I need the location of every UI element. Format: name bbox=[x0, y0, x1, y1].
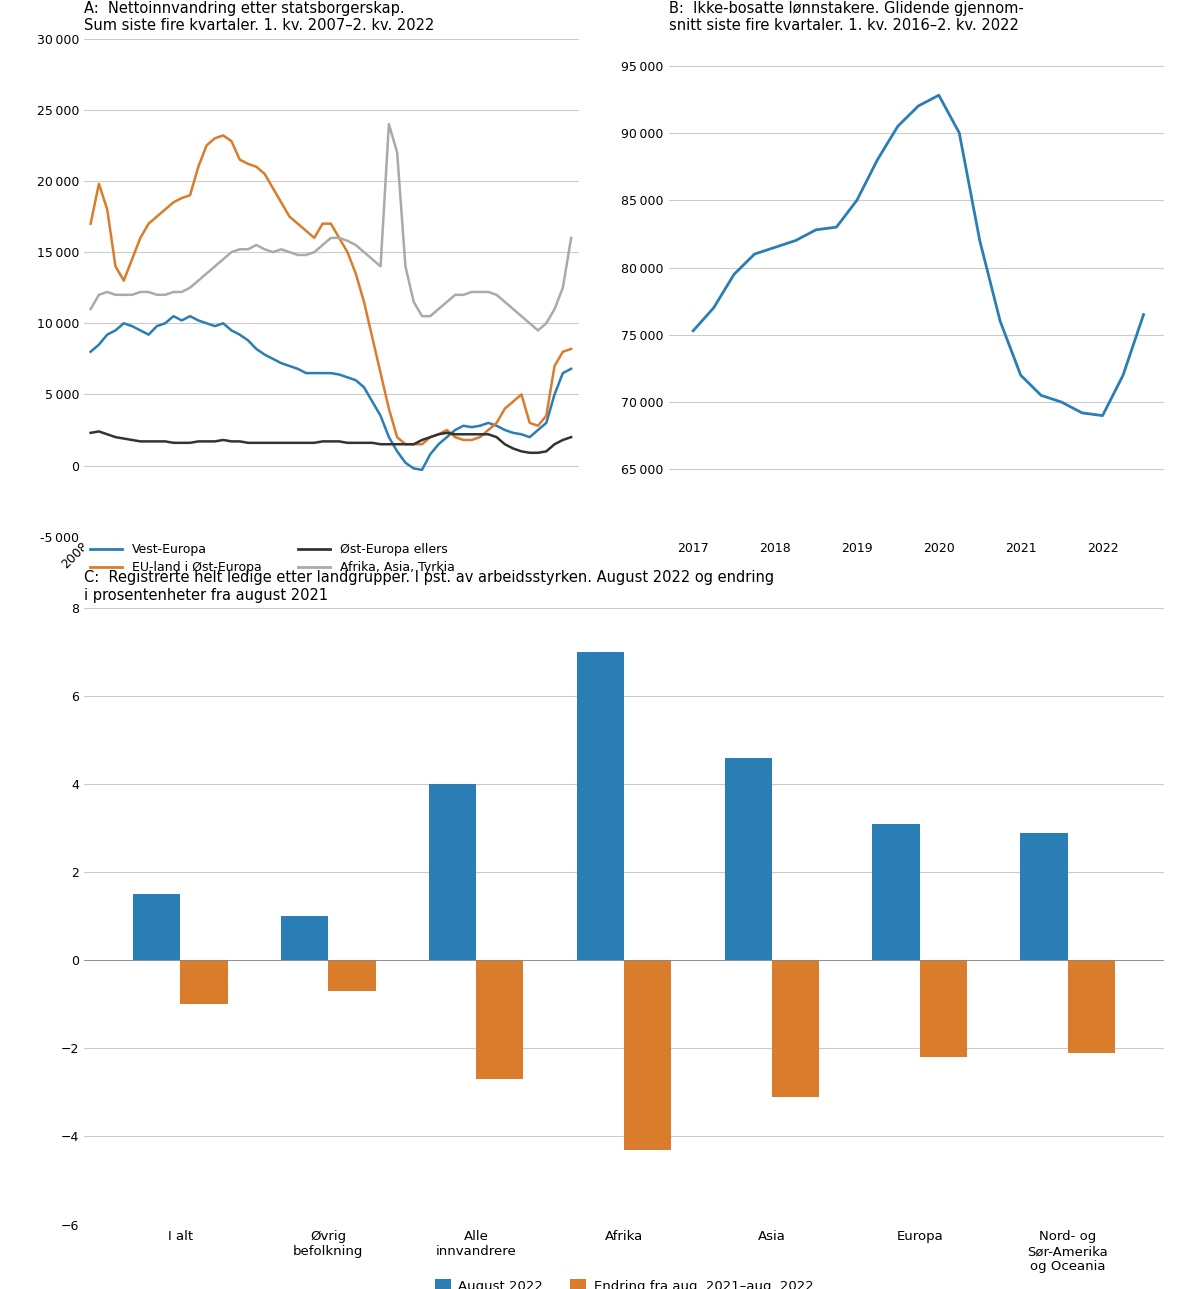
Text: A:  Nettoinnvandring etter statsborgerskap.
Sum siste fire kvartaler. 1. kv. 200: A: Nettoinnvandring etter statsborgerska… bbox=[84, 1, 434, 34]
Bar bbox=[329, 960, 376, 991]
Bar bbox=[772, 960, 820, 1097]
Bar bbox=[180, 960, 228, 1004]
Bar bbox=[624, 960, 671, 1150]
Bar bbox=[919, 960, 967, 1057]
Bar bbox=[1068, 960, 1115, 1053]
Legend: August 2022, Endring fra aug. 2021–aug. 2022: August 2022, Endring fra aug. 2021–aug. … bbox=[430, 1274, 818, 1289]
Text: C:  Registrerte helt ledige etter landgrupper. I pst. av arbeidsstyrken. August : C: Registrerte helt ledige etter landgru… bbox=[84, 570, 774, 602]
Bar bbox=[872, 824, 919, 960]
Text: B:  Ikke-bosatte lønnstakere. Glidende gjennom-
snitt siste fire kvartaler. 1. k: B: Ikke-bosatte lønnstakere. Glidende gj… bbox=[668, 1, 1024, 34]
Bar bbox=[577, 652, 624, 960]
Bar bbox=[725, 758, 772, 960]
Bar bbox=[476, 960, 523, 1079]
Bar bbox=[133, 895, 180, 960]
Bar bbox=[281, 916, 329, 960]
Legend: Øst-Europa ellers, Afrika, Asia, Tyrkia: Øst-Europa ellers, Afrika, Asia, Tyrkia bbox=[299, 543, 455, 574]
Bar bbox=[428, 784, 476, 960]
Bar bbox=[1020, 833, 1068, 960]
